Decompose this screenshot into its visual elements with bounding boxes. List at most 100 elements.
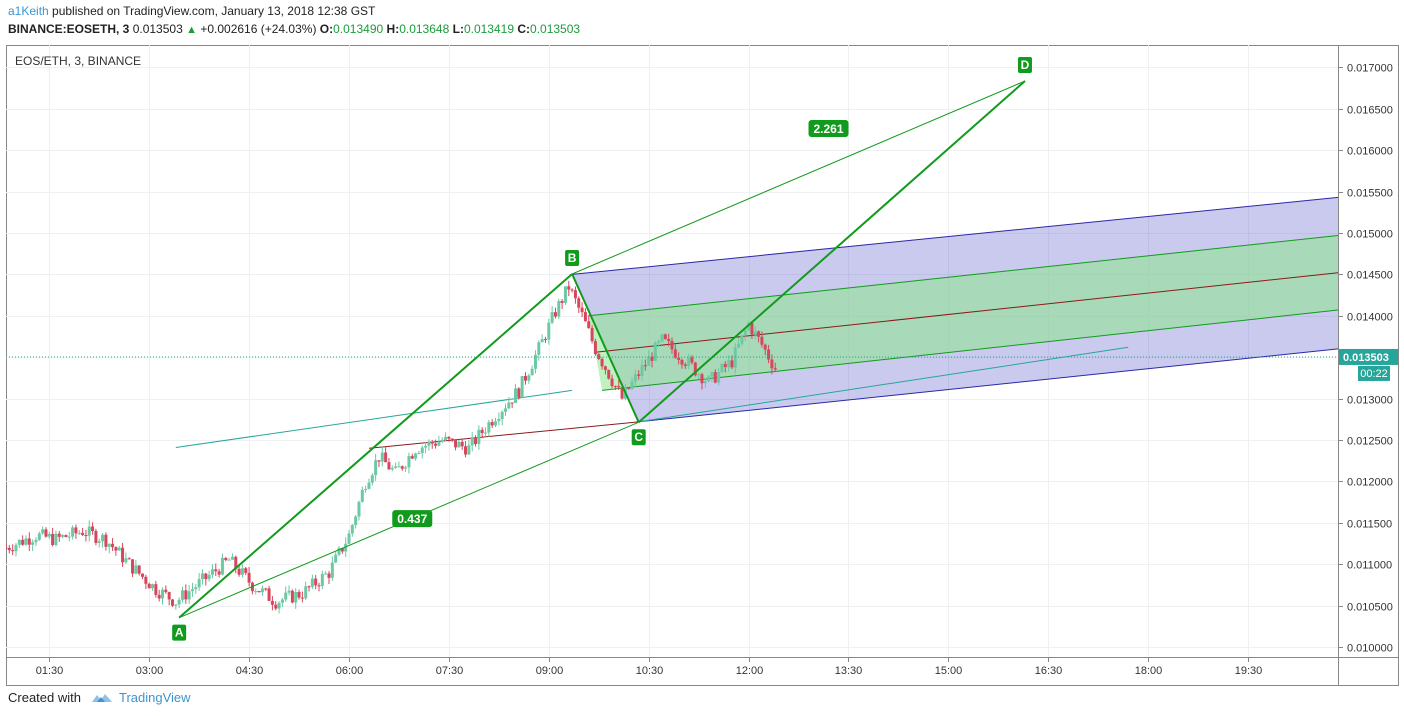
candle-body [600, 358, 604, 367]
candle-body [743, 330, 747, 336]
candle-body [34, 539, 38, 543]
candle-body [553, 312, 557, 317]
candle-body [171, 599, 174, 606]
candle-body [87, 526, 91, 536]
candle-body [773, 368, 777, 370]
candle-body [497, 419, 501, 422]
x-tick-label: 18:00 [1135, 665, 1163, 677]
candle-body [747, 323, 751, 331]
pitchfork-median-line [595, 272, 1339, 353]
candle-body [210, 569, 214, 575]
candle-body [530, 368, 534, 376]
candle-body [340, 548, 344, 552]
pitchfork-upper-outer-line [572, 196, 1339, 275]
trend-line [175, 389, 573, 448]
candle-body [104, 534, 108, 547]
candle-body [220, 557, 224, 575]
candle-body [354, 516, 358, 526]
tradingview-logo-icon [91, 693, 112, 702]
candle-body [467, 445, 471, 455]
candle-body [760, 336, 764, 345]
chart-area[interactable]: 0.017000 0.016500 0.016000 0.015500 0.015000… [4, 45, 1399, 686]
candle-body [174, 604, 178, 606]
ratio-label-box [808, 120, 849, 138]
candle-body [237, 568, 241, 575]
candle-body [417, 453, 421, 455]
candle-body [643, 365, 647, 367]
price-chart[interactable]: 0.017000 0.016500 0.016000 0.015500 0.015000… [4, 45, 1399, 686]
y-tick-label: 0.017000 [1347, 63, 1393, 75]
candle-body [300, 597, 304, 599]
candle-body [114, 547, 118, 551]
candle-body [374, 460, 378, 476]
close-value: 0.013503 [530, 22, 581, 36]
candle-body [167, 592, 171, 600]
high-label: H: [386, 22, 400, 36]
x-tick-label: 10:30 [636, 665, 664, 677]
candle-body [410, 456, 414, 459]
pattern-diag-bd [571, 80, 1026, 275]
candle-body [620, 387, 624, 399]
candle-body [630, 381, 634, 389]
last-price-tag [1339, 348, 1398, 365]
y-tick-label: 0.016000 [1347, 146, 1393, 158]
candle-body [770, 359, 774, 369]
candle-body [583, 312, 587, 322]
candle-body [603, 366, 607, 370]
candle-body [264, 588, 268, 590]
candle-body [627, 387, 631, 389]
candle-body [204, 573, 208, 580]
pattern-leg-bc [571, 273, 640, 423]
x-tick-label: 16:30 [1035, 665, 1063, 677]
candle-body [563, 286, 567, 303]
candle-body [720, 363, 724, 373]
point-label: B [568, 251, 577, 265]
candle-body [131, 559, 135, 574]
candle-body [420, 447, 424, 454]
tradingview-link[interactable]: TradingView [118, 690, 191, 705]
candle-body [310, 578, 314, 587]
candle-body [124, 558, 128, 563]
candle-body [693, 362, 697, 376]
candle-body [370, 475, 374, 483]
candle-body [390, 467, 394, 470]
candle-body [667, 338, 671, 342]
high-value: 0.013648 [399, 22, 450, 36]
candle-body [154, 584, 158, 595]
candle-body [414, 453, 418, 459]
candle-body [67, 536, 71, 538]
candle-body [141, 573, 145, 577]
candle-body [257, 591, 261, 593]
candle-body [287, 590, 291, 593]
candle-body [320, 574, 324, 586]
candle-body [190, 589, 194, 592]
point-label-box [631, 429, 646, 446]
candle-body [57, 533, 61, 537]
candle-body [324, 573, 328, 575]
candle-body [274, 604, 278, 609]
candle-body [550, 312, 554, 323]
close-label: C: [517, 22, 531, 36]
candle-body [547, 322, 551, 340]
publish-info: a1Keith published on TradingView.com, Ja… [8, 4, 375, 18]
y-tick-label: 0.011000 [1347, 560, 1392, 572]
low-label: L: [452, 22, 464, 36]
candle-body [51, 533, 55, 545]
candle-body [284, 592, 288, 600]
candle-body [500, 411, 504, 420]
candle-body [14, 544, 18, 552]
candle-body [117, 547, 121, 551]
candle-body [227, 559, 231, 561]
candle-body [27, 538, 31, 545]
candle-body [617, 386, 621, 388]
candle-body [434, 443, 438, 446]
author-link[interactable]: a1Keith [8, 4, 49, 18]
y-tick-label: 0.011500 [1347, 519, 1392, 531]
up-arrow-icon: ▲ [186, 24, 197, 36]
ratio-label: 2.261 [813, 122, 843, 136]
candle-body [337, 548, 341, 555]
candle-body [607, 369, 611, 379]
candle-body [21, 539, 25, 545]
candle-body [590, 328, 594, 342]
candle-body [17, 539, 21, 545]
